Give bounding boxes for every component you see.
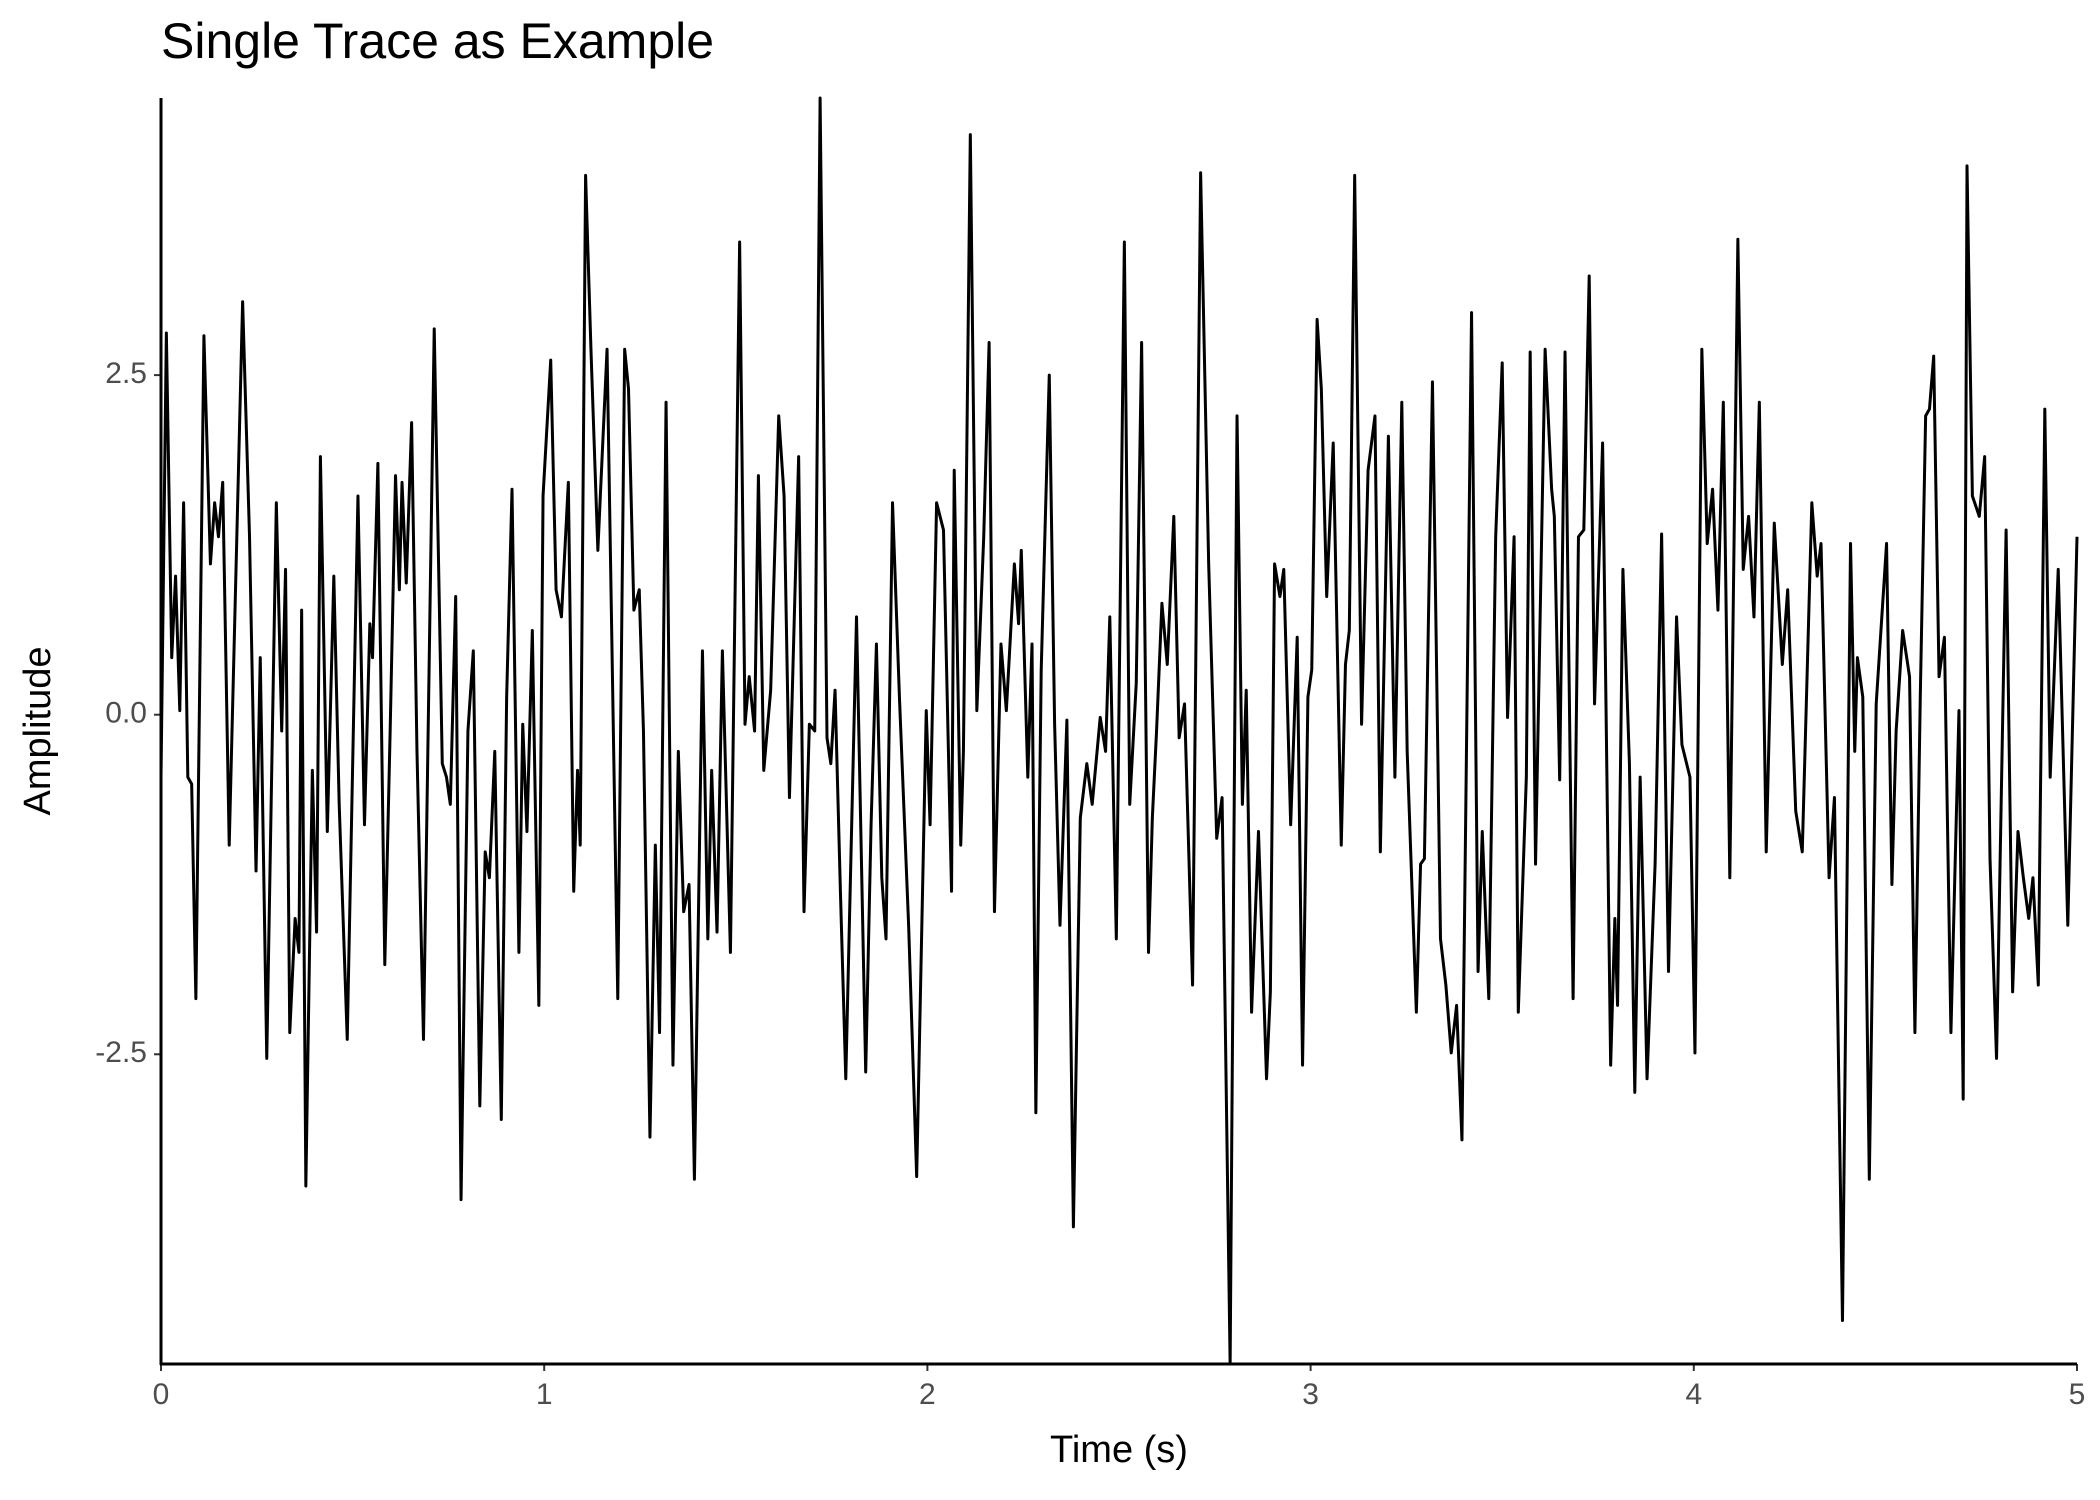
x-tick-label: 3 bbox=[1302, 1378, 1319, 1411]
y-tick-label: 0.0 bbox=[105, 697, 147, 730]
x-tick-label: 0 bbox=[153, 1378, 170, 1411]
chart-title: Single Trace as Example bbox=[161, 13, 714, 69]
x-tick-label: 5 bbox=[2069, 1378, 2086, 1411]
x-axis-title: Time (s) bbox=[1050, 1429, 1188, 1471]
x-tick-label: 2 bbox=[919, 1378, 936, 1411]
y-tick-label: -2.5 bbox=[95, 1036, 147, 1069]
y-axis-title: Amplitude bbox=[17, 647, 59, 816]
trace-line bbox=[159, 96, 2079, 1366]
y-tick-label: 2.5 bbox=[105, 357, 147, 390]
x-tick-label: 4 bbox=[1685, 1378, 1702, 1411]
x-tick-label: 1 bbox=[536, 1378, 553, 1411]
